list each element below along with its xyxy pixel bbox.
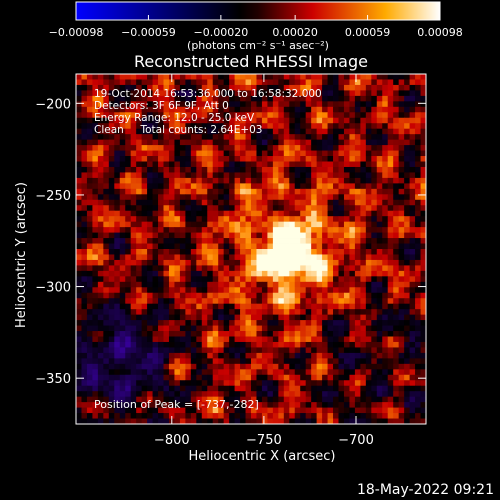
y-tick-label: −250 (35, 189, 71, 204)
colorbar: −0.00098 −0.00059 −0.00020 0.00020 0.00059 0.… (49, 1, 463, 52)
colorbar-unit-label: (photons cm⁻² s⁻¹ asec⁻²) (187, 39, 329, 52)
x-axis: −800 −750 −700 (154, 74, 374, 448)
annotation-energy-range: Energy Range: 12.0 - 25.0 keV (94, 112, 255, 124)
annotation-clean-counts: Clean Total counts: 2.64E+03 (94, 124, 263, 136)
colorbar-tick-label: 0.00020 (272, 26, 318, 39)
colorbar-tick-label: −0.00020 (193, 26, 248, 39)
heatmap-image (76, 74, 426, 424)
colorbar-tick-label: −0.00098 (49, 26, 104, 39)
colorbar-gradient (75, 1, 441, 21)
y-axis: −200 −250 −300 −350 (35, 97, 426, 387)
annotation-detectors: Detectors: 3F 6F 9F, Att 0 (94, 100, 229, 112)
x-tick-label: −750 (246, 433, 282, 448)
y-tick-label: −200 (35, 97, 71, 112)
x-tick-label: −700 (338, 433, 374, 448)
y-tick-label: −300 (35, 281, 71, 296)
annotation-peak-position: Position of Peak = [-737,-282] (94, 398, 259, 411)
x-axis-label: Heliocentric X (arcsec) (189, 449, 336, 464)
y-tick-label: −350 (35, 372, 71, 387)
footer-timestamp: 18-May-2022 09:21 (357, 482, 494, 498)
colorbar-tick-label: −0.00059 (121, 26, 176, 39)
x-tick-label: −800 (154, 433, 190, 448)
chart-title: Reconstructed RHESSI Image (134, 52, 368, 71)
plot-frame (75, 73, 427, 425)
annotation-time-range: 19-Oct-2014 16:53:36.000 to 16:58:32.000 (94, 88, 322, 100)
y-axis-label: Heliocentric Y (arcsec) (14, 182, 29, 328)
colorbar-ticks: −0.00098 −0.00059 −0.00020 0.00020 0.00059 0.… (49, 15, 463, 39)
colorbar-tick-label: 0.00098 (417, 26, 463, 39)
colorbar-tick-label: 0.00059 (345, 26, 391, 39)
